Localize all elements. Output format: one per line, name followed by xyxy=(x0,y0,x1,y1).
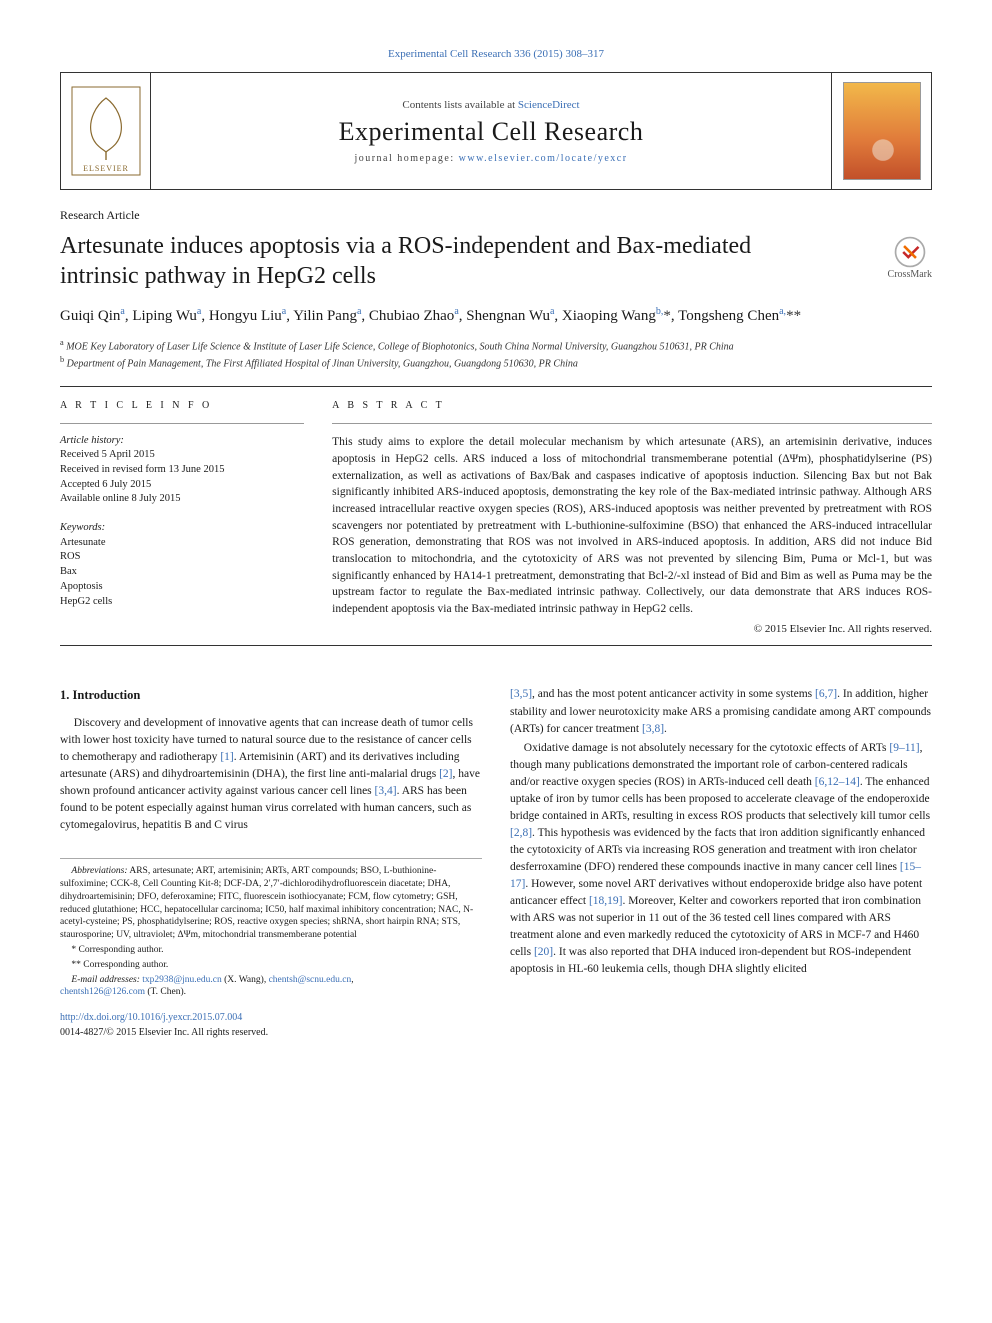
running-head-link[interactable]: Experimental Cell Research 336 (2015) 30… xyxy=(388,48,604,60)
article-type: Research Article xyxy=(60,208,932,223)
journal-cover-thumb xyxy=(843,82,921,180)
ref-link[interactable]: [9–11] xyxy=(889,742,919,754)
history-received: Received 5 April 2015 xyxy=(60,448,304,463)
intro-paragraph-1: Discovery and development of innovative … xyxy=(60,715,482,834)
history-online: Available online 8 July 2015 xyxy=(60,492,304,507)
ref-link[interactable]: [3,5] xyxy=(510,688,532,700)
homepage-line: journal homepage: www.elsevier.com/locat… xyxy=(354,153,627,164)
homepage-prefix: journal homepage: xyxy=(354,153,458,164)
authors: Guiqi Qina, Liping Wua, Hongyu Liua, Yil… xyxy=(60,305,932,327)
footnotes: Abbreviations: ARS, artesunate; ART, art… xyxy=(60,858,482,999)
contents-line: Contents lists available at ScienceDirec… xyxy=(402,99,579,111)
ref-link[interactable]: [3,4] xyxy=(375,785,397,797)
history-revised: Received in revised form 13 June 2015 xyxy=(60,463,304,478)
publisher-logo: ELSEVIER xyxy=(61,73,151,189)
doi-block: http://dx.doi.org/10.1016/j.yexcr.2015.0… xyxy=(60,1011,482,1041)
email3-who: (T. Chen). xyxy=(145,987,186,997)
elsevier-tree-icon: ELSEVIER xyxy=(71,86,141,176)
ref-link[interactable]: [2] xyxy=(439,768,452,780)
corr-2: ** Corresponding author. xyxy=(60,959,482,972)
body-right-col: [3,5], and has the most potent anticance… xyxy=(510,658,932,1040)
ref-link[interactable]: [18,19] xyxy=(589,895,623,907)
masthead: ELSEVIER Contents lists available at Sci… xyxy=(60,72,932,190)
ref-link[interactable]: [3,8] xyxy=(642,723,664,735)
ref-link[interactable]: [15–17] xyxy=(510,861,921,890)
emails-label: E-mail addresses: xyxy=(71,975,142,985)
ref-link[interactable]: [6,7] xyxy=(815,688,837,700)
abbrev-head: Abbreviations: xyxy=(71,866,127,876)
abbrev-text: ARS, artesunate; ART, artemisinin; ARTs,… xyxy=(60,866,473,940)
sciencedirect-link[interactable]: ScienceDirect xyxy=(518,99,580,111)
homepage-link[interactable]: www.elsevier.com/locate/yexcr xyxy=(459,153,628,164)
body-left-col: 1. Introduction Discovery and developmen… xyxy=(60,658,482,1040)
abstract-text: This study aims to explore the detail mo… xyxy=(332,434,932,617)
history-head: Article history: xyxy=(60,434,304,449)
email2-sep: , xyxy=(351,975,353,985)
ref-link[interactable]: [2,8] xyxy=(510,827,532,839)
intro-paragraph-3: Oxidative damage is not absolutely neces… xyxy=(510,740,932,978)
corr-1: * Corresponding author. xyxy=(60,944,482,957)
doi-link[interactable]: http://dx.doi.org/10.1016/j.yexcr.2015.0… xyxy=(60,1012,242,1023)
kw-4: HepG2 cells xyxy=(60,595,304,610)
crossmark-badge[interactable]: CrossMark xyxy=(888,235,932,280)
email-2[interactable]: chentsh@scnu.edu.cn xyxy=(269,975,352,985)
email-1[interactable]: txp2938@jnu.edu.cn xyxy=(142,975,221,985)
ref-link[interactable]: [1] xyxy=(220,751,233,763)
crossmark-icon xyxy=(893,235,927,269)
cover-thumb-box xyxy=(831,73,931,189)
kw-1: ROS xyxy=(60,550,304,565)
intro-heading: 1. Introduction xyxy=(60,686,482,705)
affiliation-a: a MOE Key Laboratory of Laser Life Scien… xyxy=(60,337,932,354)
article-info: A R T I C L E I N F O Article history: R… xyxy=(60,399,304,638)
running-head: Experimental Cell Research 336 (2015) 30… xyxy=(60,48,932,60)
kw-0: Artesunate xyxy=(60,536,304,551)
email1-who: (X. Wang), xyxy=(222,975,269,985)
journal-name: Experimental Cell Research xyxy=(339,117,644,147)
abstract-head: A B S T R A C T xyxy=(332,399,932,414)
ref-link[interactable]: [20] xyxy=(534,946,553,958)
ref-link[interactable]: [6,12–14] xyxy=(815,776,860,788)
kw-3: Apoptosis xyxy=(60,580,304,595)
affiliation-b: b Department of Pain Management, The Fir… xyxy=(60,354,932,371)
affiliations: a MOE Key Laboratory of Laser Life Scien… xyxy=(60,337,932,372)
contents-prefix: Contents lists available at xyxy=(402,99,517,111)
intro-paragraph-2: [3,5], and has the most potent anticance… xyxy=(510,686,932,737)
email-3[interactable]: chentsh126@126.com xyxy=(60,987,145,997)
article-title: Artesunate induces apoptosis via a ROS-i… xyxy=(60,231,775,291)
abstract: A B S T R A C T This study aims to explo… xyxy=(332,399,932,638)
article-info-head: A R T I C L E I N F O xyxy=(60,399,304,413)
abstract-copyright: © 2015 Elsevier Inc. All rights reserved… xyxy=(332,622,932,638)
issn-line: 0014-4827/© 2015 Elsevier Inc. All right… xyxy=(60,1027,268,1038)
kw-2: Bax xyxy=(60,565,304,580)
svg-text:ELSEVIER: ELSEVIER xyxy=(83,164,129,173)
emails-line: E-mail addresses: txp2938@jnu.edu.cn (X.… xyxy=(60,974,482,1000)
crossmark-label: CrossMark xyxy=(888,269,932,280)
history-accepted: Accepted 6 July 2015 xyxy=(60,478,304,493)
rule-bottom xyxy=(60,645,932,646)
keywords-head: Keywords: xyxy=(60,521,304,536)
rule-top xyxy=(60,386,932,387)
